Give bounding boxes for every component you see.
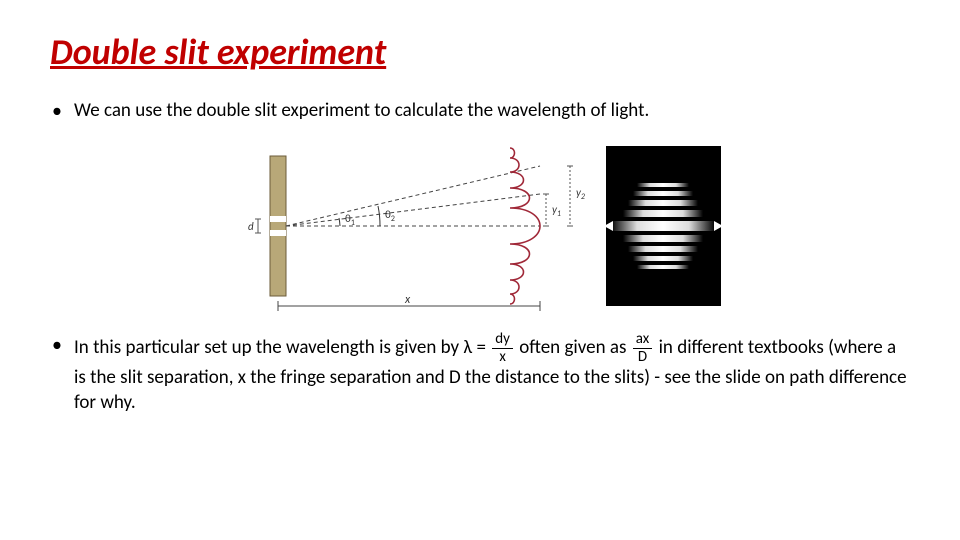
fraction-1: dyx	[492, 332, 513, 365]
fringe-stripe	[611, 221, 715, 231]
pattern-arrow-right-icon	[714, 221, 723, 231]
fringe-stripe	[628, 246, 698, 252]
svg-text:y2: y2	[576, 186, 585, 202]
bullet-list: We can use the double slit experiment to…	[50, 98, 910, 124]
bullet-1: We can use the double slit experiment to…	[74, 98, 910, 124]
d-label: d	[248, 220, 254, 233]
x-label: x	[404, 293, 411, 307]
fringe-stripe	[623, 210, 703, 217]
fringe-stripe	[637, 183, 689, 187]
diagram-container: d θ1 θ2 x y1 y2	[50, 136, 910, 316]
bullet-2-text-pre: In this particular set up the wavelength…	[74, 336, 490, 359]
svg-text:y1: y1	[552, 203, 561, 219]
fraction-2: axD	[633, 332, 653, 365]
svg-text:θ2: θ2	[385, 208, 395, 224]
pattern-arrow-left-icon	[604, 221, 613, 231]
fringe-stripe	[637, 265, 689, 269]
fringe-stripe	[633, 256, 693, 261]
double-slit-diagram: d θ1 θ2 x y1 y2	[240, 136, 721, 316]
slide-title: Double slit experiment	[50, 30, 910, 74]
fringe-stripe	[628, 200, 698, 206]
bullet-2: In this particular set up the wavelength…	[74, 332, 910, 416]
svg-text:θ1: θ1	[345, 212, 355, 228]
fringe-stripe	[633, 191, 693, 196]
geometry-svg: d θ1 θ2 x y1 y2	[240, 136, 600, 316]
interference-pattern	[606, 146, 721, 306]
fringe-stripe	[623, 235, 703, 242]
bullet-2-text-mid: often given as	[515, 336, 631, 359]
bullet-list-2: In this particular set up the wavelength…	[50, 332, 910, 416]
